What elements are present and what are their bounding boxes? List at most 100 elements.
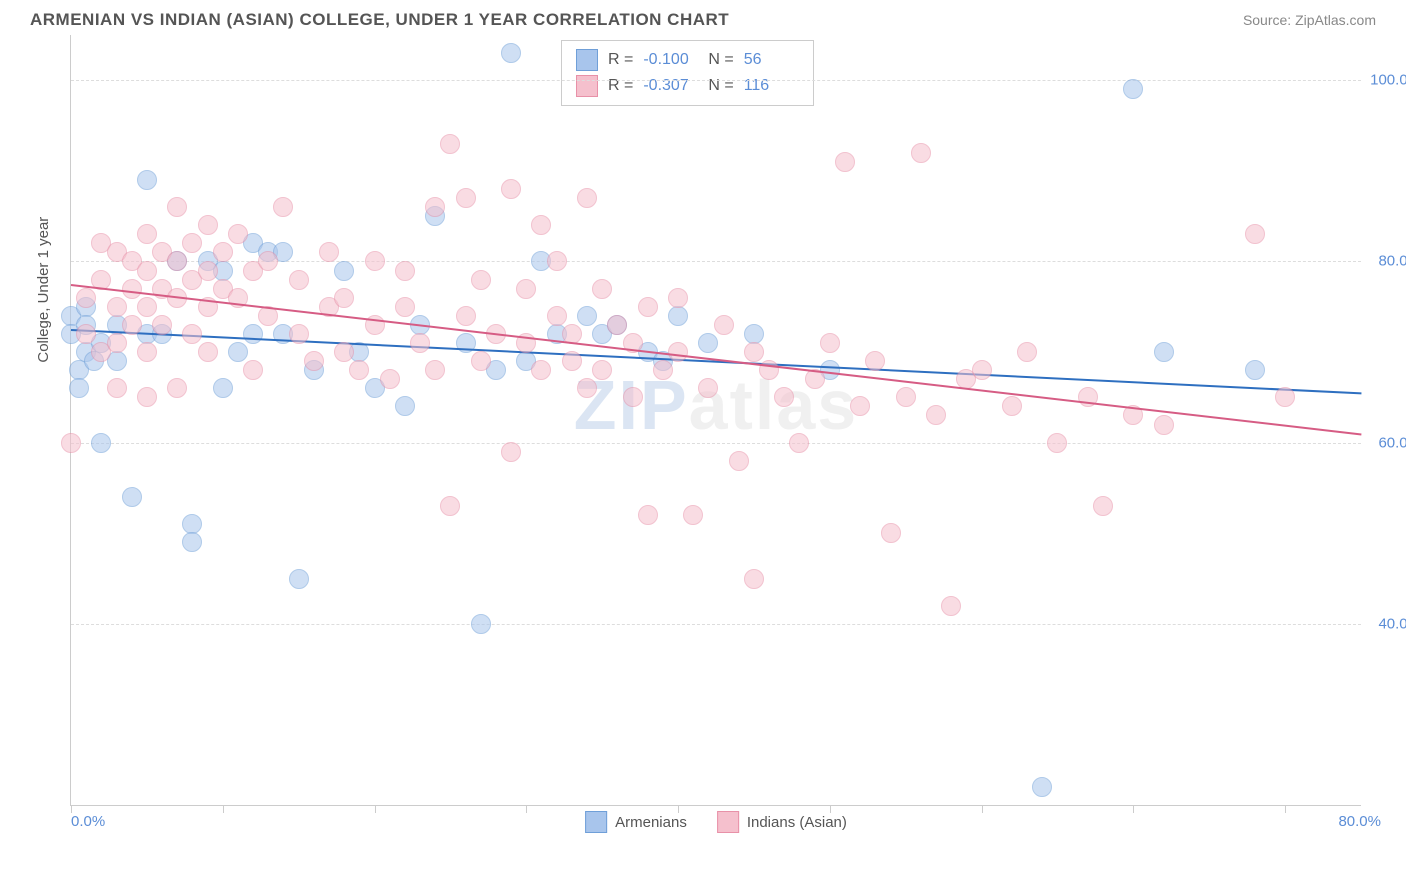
data-point [577,188,597,208]
legend-swatch [717,811,739,833]
data-point [592,360,612,380]
data-point [152,315,172,335]
x-tick [982,805,983,813]
data-point [638,505,658,525]
data-point [668,306,688,326]
data-point [395,297,415,317]
data-point [198,342,218,362]
data-point [896,387,916,407]
data-point [137,224,157,244]
scatter-plot: ZIPatlas R = -0.100N = 56R = -0.307N = 1… [70,35,1361,806]
stat-n-value: 56 [744,51,799,69]
data-point [273,197,293,217]
data-point [69,378,89,398]
x-tick [375,805,376,813]
data-point [1047,433,1067,453]
data-point [167,251,187,271]
data-point [471,351,491,371]
data-point [107,333,127,353]
data-point [182,532,202,552]
stats-legend-row: R = -0.100N = 56 [576,47,799,73]
data-point [137,261,157,281]
data-point [61,433,81,453]
data-point [1154,415,1174,435]
data-point [471,614,491,634]
stat-r-value: -0.100 [643,51,698,69]
data-point [334,288,354,308]
legend-item: Armenians [585,811,687,833]
data-point [653,360,673,380]
data-point [410,333,430,353]
data-point [1154,342,1174,362]
data-point [562,351,582,371]
data-point [228,224,248,244]
data-point [349,360,369,380]
data-point [182,324,202,344]
legend-swatch [576,49,598,71]
data-point [850,396,870,416]
data-point [865,351,885,371]
data-point [1245,224,1265,244]
stats-legend: R = -0.100N = 56R = -0.307N = 116 [561,40,814,106]
data-point [334,261,354,281]
data-point [334,342,354,362]
data-point [137,170,157,190]
legend-item: Indians (Asian) [717,811,847,833]
y-tick-label: 100.0% [1370,72,1406,89]
data-point [213,378,233,398]
data-point [941,596,961,616]
data-point [243,324,263,344]
data-point [198,215,218,235]
data-point [744,324,764,344]
data-point [729,451,749,471]
x-tick [1133,805,1134,813]
data-point [319,242,339,262]
data-point [1032,777,1052,797]
data-point [911,143,931,163]
data-point [820,333,840,353]
gridline [71,443,1361,444]
data-point [744,569,764,589]
data-point [91,433,111,453]
data-point [1275,387,1295,407]
x-axis-min-label: 0.0% [71,813,105,830]
data-point [714,315,734,335]
legend-label: Armenians [615,814,687,831]
data-point [167,197,187,217]
x-tick [223,805,224,813]
data-point [243,360,263,380]
series-legend: Armenians Indians (Asian) [585,811,847,833]
legend-swatch [576,75,598,97]
data-point [122,279,142,299]
data-point [425,360,445,380]
data-point [395,261,415,281]
data-point [289,270,309,290]
data-point [547,306,567,326]
data-point [744,342,764,362]
data-point [577,378,597,398]
data-point [289,569,309,589]
data-point [137,342,157,362]
data-point [289,324,309,344]
page-title: ARMENIAN VS INDIAN (ASIAN) COLLEGE, UNDE… [30,10,729,30]
legend-label: Indians (Asian) [747,814,847,831]
data-point [774,387,794,407]
data-point [501,442,521,462]
y-tick-label: 80.0% [1378,253,1406,270]
data-point [592,279,612,299]
data-point [926,405,946,425]
data-point [1002,396,1022,416]
data-point [440,134,460,154]
data-point [304,351,324,371]
data-point [531,360,551,380]
data-point [456,188,476,208]
gridline [71,80,1361,81]
y-axis-title: College, Under 1 year [35,216,52,362]
data-point [547,251,567,271]
legend-swatch [585,811,607,833]
data-point [198,261,218,281]
data-point [789,433,809,453]
stats-legend-row: R = -0.307N = 116 [576,73,799,99]
data-point [1123,79,1143,99]
x-tick [1285,805,1286,813]
